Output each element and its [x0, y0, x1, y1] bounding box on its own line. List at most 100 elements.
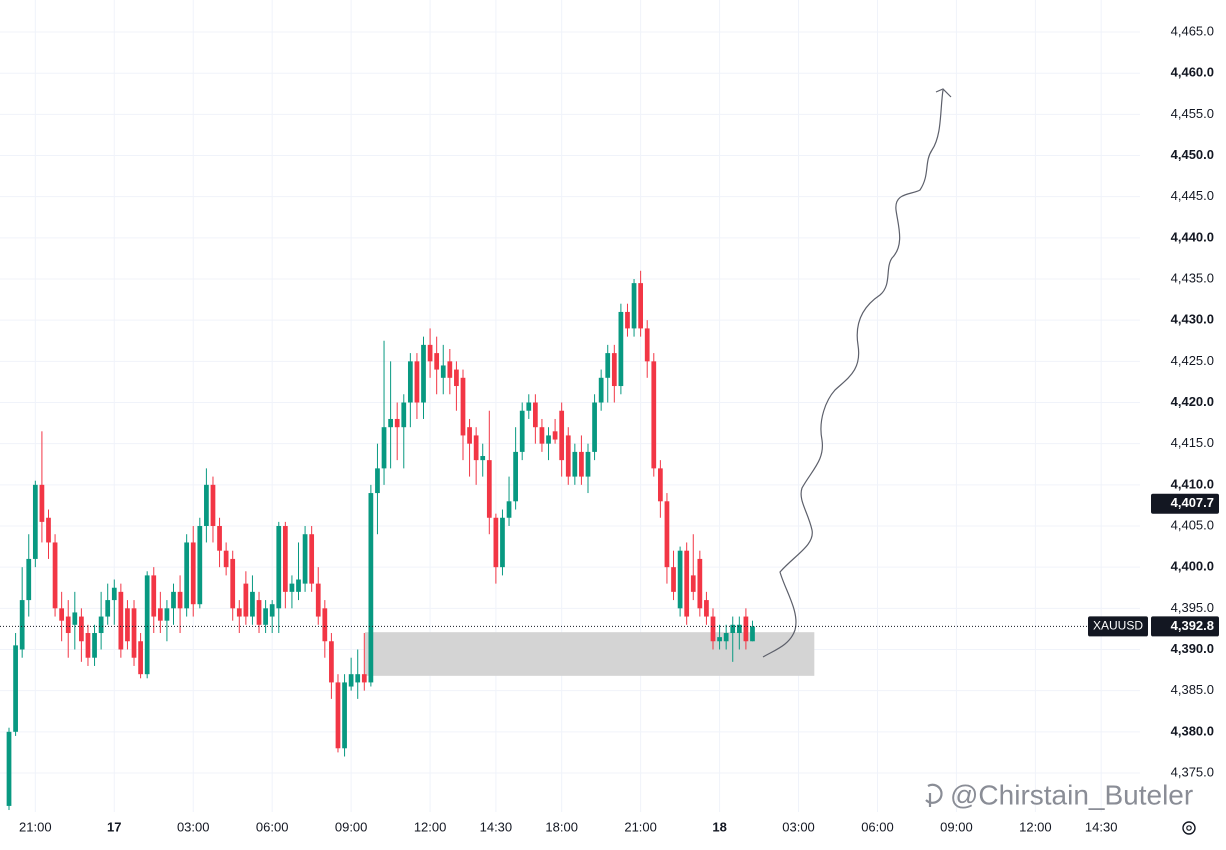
candle	[585, 443, 591, 494]
candle-body	[39, 484, 45, 522]
candle	[92, 624, 97, 666]
x-tick-label: 17	[107, 819, 121, 834]
x-tick-label: 09:00	[335, 819, 368, 834]
candle	[19, 567, 25, 658]
candle	[164, 600, 170, 642]
candle-body	[177, 591, 183, 609]
candle-body	[388, 418, 393, 428]
candle	[480, 443, 486, 477]
candle	[638, 270, 643, 337]
candle-body	[276, 525, 282, 609]
candle-body	[651, 361, 657, 469]
candle-body	[26, 558, 32, 601]
candle	[52, 534, 58, 617]
candle	[263, 600, 268, 634]
candle	[736, 616, 742, 650]
candle-body	[638, 283, 643, 329]
candle	[342, 674, 347, 757]
candle	[460, 369, 466, 461]
candle-body	[546, 435, 551, 444]
candle-body	[282, 525, 288, 592]
candle-body	[454, 369, 459, 387]
candle	[296, 542, 301, 601]
candle	[59, 591, 65, 642]
candle	[322, 600, 328, 658]
y-tick-label: 4,435.0	[1171, 270, 1214, 285]
projection-arrow	[762, 89, 944, 658]
candle	[704, 591, 709, 625]
candle-body	[52, 542, 58, 609]
y-tick-label: 4,375.0	[1171, 764, 1214, 779]
candle-body	[355, 674, 361, 683]
candle	[79, 608, 84, 662]
candle-body	[401, 402, 407, 428]
candle	[269, 600, 275, 634]
candle	[486, 410, 492, 535]
candle-body	[131, 608, 137, 658]
candle-body	[223, 550, 229, 568]
candle-body	[342, 682, 347, 749]
candle	[236, 600, 242, 634]
candle	[631, 279, 637, 337]
candle	[723, 624, 729, 650]
candle-body	[329, 641, 334, 683]
candle	[440, 344, 446, 395]
candle	[65, 600, 71, 658]
candle-body	[414, 361, 420, 403]
x-tick-label: 03:00	[177, 819, 210, 834]
candle	[157, 591, 163, 634]
candle-body	[611, 353, 617, 387]
candle-body	[618, 311, 624, 387]
candle-body	[664, 501, 670, 568]
x-tick-label: 14:30	[1085, 819, 1118, 834]
candle-body	[486, 460, 492, 518]
candle	[434, 336, 440, 395]
candle	[618, 303, 624, 395]
candle-body	[407, 361, 413, 403]
candle	[697, 550, 703, 617]
settings-gear-center[interactable]	[1186, 825, 1192, 831]
candle	[348, 657, 354, 691]
candle	[388, 361, 393, 469]
candle	[717, 624, 722, 650]
candle-body	[46, 517, 51, 543]
candle-body	[532, 402, 538, 428]
candle-body	[19, 600, 25, 650]
y-tick-label: 4,380.0	[1171, 723, 1214, 738]
candle	[625, 303, 630, 337]
candle	[579, 435, 584, 485]
candle-body	[657, 468, 663, 502]
candle	[493, 513, 499, 584]
candle	[500, 509, 505, 576]
candle	[256, 591, 262, 634]
candle-body	[184, 542, 190, 609]
candle	[427, 328, 433, 378]
candle	[111, 579, 117, 625]
candle-body	[144, 575, 150, 675]
candle-body	[493, 517, 499, 568]
x-tick-label: 06:00	[256, 819, 289, 834]
candle	[105, 583, 111, 625]
candle	[204, 468, 209, 543]
candle	[13, 633, 18, 736]
candle	[401, 394, 407, 469]
candle-body	[480, 456, 486, 461]
candle	[467, 418, 472, 477]
candle	[85, 624, 91, 666]
candle	[276, 521, 282, 634]
symbol-label: XAUUSD	[1093, 619, 1143, 633]
settings-gear[interactable]	[1182, 821, 1196, 835]
candle-body	[743, 616, 749, 642]
candle-body	[236, 608, 242, 617]
y-tick-label: 4,395.0	[1171, 600, 1214, 615]
candle-body	[559, 410, 565, 461]
candle-body	[447, 361, 453, 378]
candle	[171, 583, 176, 625]
candle-body	[579, 451, 584, 477]
candle	[177, 575, 183, 634]
candle	[361, 633, 367, 691]
settings-icon[interactable]	[1182, 821, 1196, 835]
candle-body	[335, 682, 341, 749]
